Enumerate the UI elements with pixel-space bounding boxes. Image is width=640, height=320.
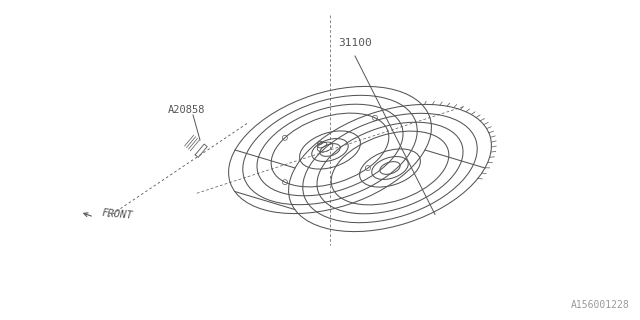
Text: FRONT: FRONT — [101, 208, 133, 220]
Text: A156001228: A156001228 — [572, 300, 630, 310]
Text: A20858: A20858 — [168, 105, 205, 115]
Text: 31100: 31100 — [338, 38, 372, 48]
